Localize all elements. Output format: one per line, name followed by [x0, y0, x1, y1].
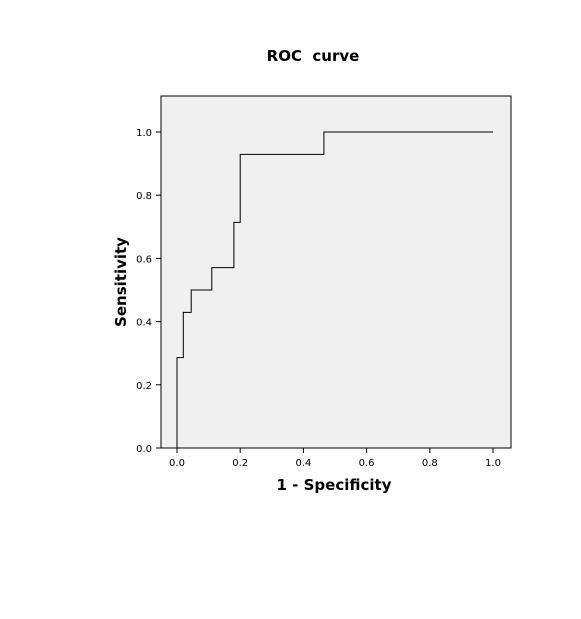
- roc-curve-line: [176, 131, 493, 448]
- x-tick-label: 0.4: [295, 458, 311, 469]
- y-axis: 0.0 0.2 0.4 0.6 0.8 1.0: [136, 128, 161, 455]
- y-tick-label: 0.8: [136, 191, 152, 202]
- x-tick-label: 0.8: [422, 458, 438, 469]
- y-tick-label: 0.0: [136, 444, 152, 455]
- x-tick-label: 0.2: [232, 458, 248, 469]
- x-axis: 0.0 0.2 0.4 0.6 0.8 1.0: [169, 448, 501, 469]
- y-tick-label: 0.2: [136, 381, 152, 392]
- x-axis-label: 1 - Specificity: [277, 476, 392, 494]
- y-tick-label: 0.4: [136, 318, 152, 329]
- x-tick-label: 1.0: [485, 458, 501, 469]
- y-tick-label: 0.6: [136, 254, 152, 265]
- series-layer: [176, 131, 493, 448]
- y-tick-label: 1.0: [136, 128, 152, 139]
- plot-area: [160, 95, 512, 449]
- x-tick-label: 0.0: [169, 458, 185, 469]
- y-axis-label: Sensitivity: [112, 237, 130, 327]
- chart-title: ROC curve: [267, 47, 360, 65]
- x-tick-label: 0.6: [359, 458, 375, 469]
